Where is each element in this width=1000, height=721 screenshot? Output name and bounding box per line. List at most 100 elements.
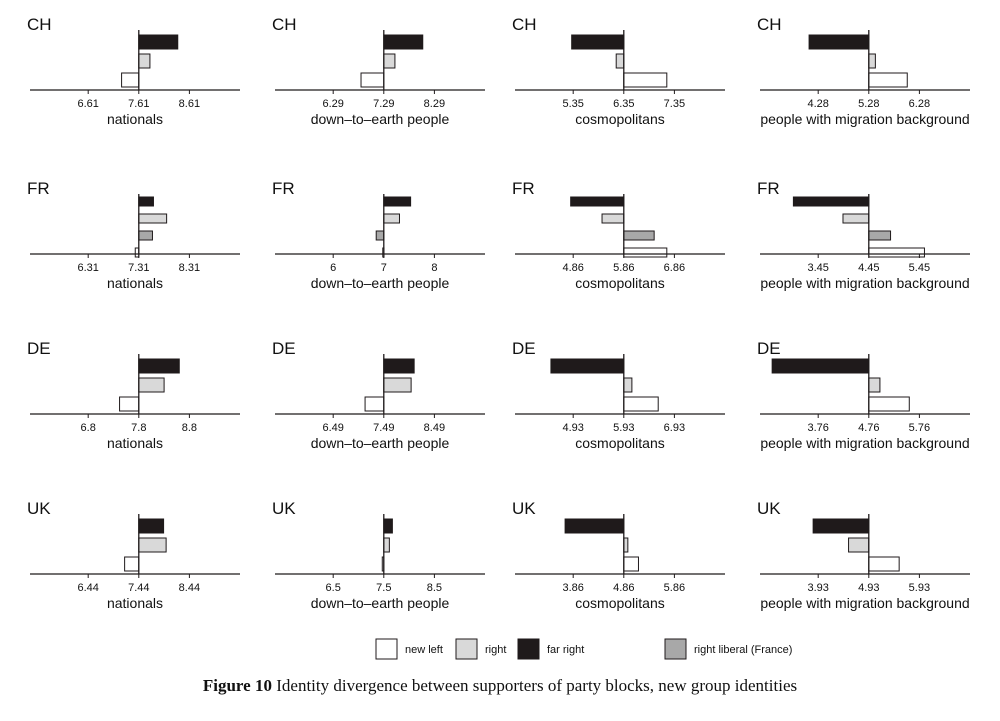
country-label: DE [512, 339, 536, 358]
legend-item-far-right: far right [517, 638, 584, 660]
x-axis-label: nationals [107, 595, 163, 611]
country-label: FR [27, 179, 50, 198]
tick-label: 7.44 [128, 582, 149, 594]
bar-new-left [119, 396, 140, 412]
x-axis-label: people with migration background [760, 595, 969, 611]
legend: new left right far right right liberal (Fra… [375, 638, 792, 660]
country-label: CH [272, 15, 297, 34]
country-label: UK [757, 499, 781, 518]
legend-swatch [455, 638, 478, 660]
tick-label: 5.35 [562, 98, 583, 110]
tick-label: 5.45 [909, 262, 930, 274]
tick-label: 6.49 [322, 422, 343, 434]
legend-label: new left [405, 644, 443, 656]
bar-far-right [138, 34, 179, 50]
x-axis-label: cosmopolitans [575, 275, 665, 291]
legend-swatch [375, 638, 398, 660]
bar-far-right [792, 196, 870, 207]
tick-label: 6.31 [77, 262, 98, 274]
tick-label: 6.35 [613, 98, 634, 110]
tick-label: 7.5 [376, 582, 391, 594]
legend-label: far right [547, 644, 584, 656]
bar-far-right [383, 34, 424, 50]
tick-label: 4.86 [613, 582, 634, 594]
bar-right [138, 377, 165, 393]
bar-new-left [868, 556, 900, 572]
panel-de-1: DE 6.8 7.8 8.8 nationals [27, 339, 240, 451]
bar-right [138, 537, 167, 553]
x-axis-label: cosmopolitans [575, 111, 665, 127]
bar-new-left [124, 556, 140, 572]
panel-ch-1: CH 6.61 7.61 8.61 nationals [27, 15, 240, 127]
bar-far-right [771, 358, 870, 374]
tick-label: 6.61 [77, 98, 98, 110]
tick-label: 3.45 [807, 262, 828, 274]
x-axis-label: nationals [107, 111, 163, 127]
legend-label: right [485, 644, 506, 656]
bar-far-right [383, 196, 412, 207]
x-axis-label: down–to–earth people [311, 111, 450, 127]
x-axis-label: nationals [107, 435, 163, 451]
country-label: FR [272, 179, 295, 198]
tick-label: 6.8 [81, 422, 96, 434]
tick-label: 4.93 [562, 422, 583, 434]
x-axis-label: people with migration background [760, 435, 969, 451]
tick-label: 8.31 [179, 262, 200, 274]
tick-label: 5.86 [613, 262, 634, 274]
bar-far-right [571, 34, 625, 50]
tick-label: 6.44 [77, 582, 98, 594]
tick-label: 5.93 [613, 422, 634, 434]
tick-label: 7.29 [373, 98, 394, 110]
x-axis-label: people with migration background [760, 275, 969, 291]
bar-right [868, 53, 876, 69]
bar-new-left [623, 247, 668, 258]
tick-label: 4.86 [562, 262, 583, 274]
country-label: CH [27, 15, 52, 34]
country-label: FR [512, 179, 535, 198]
tick-label: 8.44 [179, 582, 200, 594]
bar-right [383, 377, 412, 393]
bar-right [383, 213, 400, 224]
legend-item-new-left: new left [375, 638, 443, 660]
bar-right-liberal [138, 230, 153, 241]
bar-right [623, 377, 633, 393]
tick-label: 6.5 [326, 582, 341, 594]
tick-label: 6.28 [909, 98, 930, 110]
legend-item-right: right [455, 638, 506, 660]
tick-label: 6.29 [322, 98, 343, 110]
panel-uk-1: UK 6.44 7.44 8.44 nationals [27, 499, 240, 611]
bar-right [848, 537, 870, 553]
country-label: UK [512, 499, 536, 518]
x-axis-label: down–to–earth people [311, 275, 450, 291]
x-axis-label: people with migration background [760, 111, 969, 127]
tick-label: 6 [330, 262, 336, 274]
bar-far-right [570, 196, 625, 207]
bar-new-left [623, 556, 639, 572]
tick-label: 3.93 [807, 582, 828, 594]
bar-right-liberal [868, 230, 892, 241]
tick-label: 8.49 [424, 422, 445, 434]
bar-right [868, 377, 881, 393]
bar-right [615, 53, 625, 69]
x-axis-label: cosmopolitans [575, 435, 665, 451]
bar-far-right [383, 358, 415, 374]
country-label: UK [272, 499, 296, 518]
bar-new-left [360, 72, 385, 88]
bar-far-right [550, 358, 625, 374]
tick-label: 4.28 [807, 98, 828, 110]
country-label: DE [272, 339, 296, 358]
tick-label: 7.61 [128, 98, 149, 110]
bar-far-right [138, 358, 180, 374]
tick-label: 7.31 [128, 262, 149, 274]
tick-label: 8.8 [182, 422, 197, 434]
bar-right-liberal [375, 230, 385, 241]
legend-swatch [517, 638, 540, 660]
tick-label: 7.35 [664, 98, 685, 110]
country-label: DE [27, 339, 51, 358]
